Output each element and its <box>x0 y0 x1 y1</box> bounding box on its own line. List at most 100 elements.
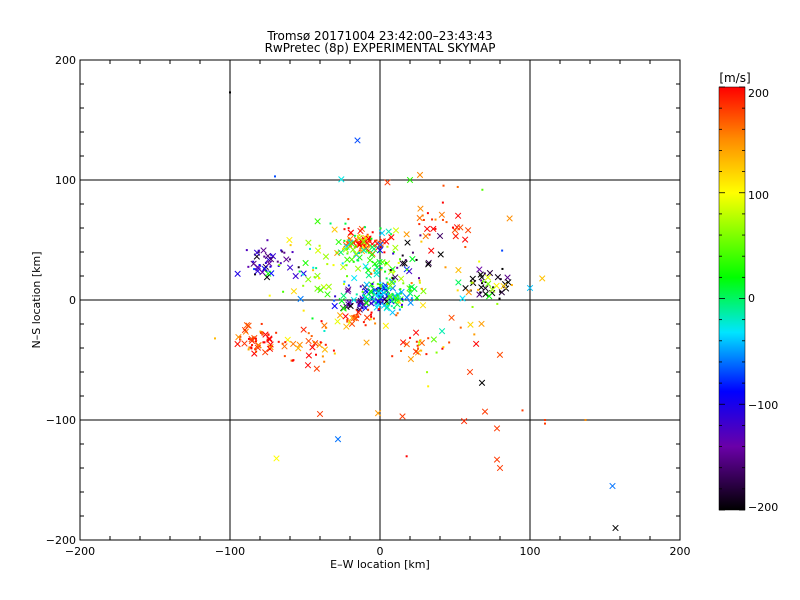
data-point-dot <box>417 277 420 280</box>
data-point-dot <box>379 296 382 299</box>
data-point-cross <box>356 234 363 242</box>
data-point-dot <box>420 287 423 290</box>
data-point-dot <box>260 322 263 325</box>
data-point-dot <box>319 341 322 344</box>
data-point-dot <box>315 353 318 356</box>
data-point-dot <box>425 353 428 356</box>
data-point-dot <box>415 258 418 261</box>
data-point-dot <box>427 385 430 388</box>
data-point-cross <box>267 256 275 263</box>
data-point-dot <box>396 312 399 315</box>
data-point-dot <box>398 258 401 261</box>
data-point-dot <box>377 309 380 312</box>
data-point-dot <box>405 455 408 458</box>
data-point-dot <box>362 321 365 324</box>
data-point-cross <box>366 257 374 264</box>
data-point-dot <box>278 263 281 266</box>
data-point-dot <box>380 268 383 271</box>
data-point-cross <box>448 314 455 321</box>
data-point-dot <box>281 250 284 253</box>
data-point-dot <box>370 315 373 318</box>
data-point-dot <box>280 249 283 252</box>
data-point-dot <box>371 231 374 234</box>
data-points <box>214 91 619 532</box>
data-point-cross <box>406 176 414 184</box>
data-point-cross <box>403 231 410 238</box>
data-point-dot <box>275 331 278 334</box>
data-point-dot <box>239 335 242 338</box>
data-point-dot <box>358 305 361 308</box>
data-point-dot <box>344 308 347 311</box>
data-point-cross <box>292 272 299 280</box>
data-point-dot <box>344 222 347 225</box>
data-point-dot <box>357 315 360 318</box>
data-point-dot <box>391 355 394 358</box>
data-point-dot <box>315 267 318 270</box>
data-point-dot <box>387 301 390 304</box>
data-point-dot <box>379 301 382 304</box>
data-point-dot <box>266 239 269 242</box>
data-point-cross <box>612 524 619 532</box>
data-point-dot <box>471 281 474 284</box>
data-point-dot <box>492 286 495 289</box>
data-point-dot <box>253 268 256 271</box>
data-point-dot <box>268 294 271 297</box>
data-point-dot <box>385 262 388 265</box>
data-point-dot <box>408 287 411 290</box>
data-point-cross <box>266 260 273 267</box>
data-point-dot <box>346 320 349 323</box>
data-point-dot <box>415 340 418 343</box>
x-tick-label: 100 <box>520 545 541 558</box>
data-point-dot <box>386 281 389 284</box>
data-point-dot <box>442 346 445 349</box>
data-point-dot <box>375 239 378 242</box>
data-point-dot <box>418 281 421 284</box>
data-point-cross <box>414 349 422 356</box>
data-point-cross <box>484 274 492 281</box>
data-point-dot <box>324 326 327 329</box>
data-point-cross <box>300 326 307 333</box>
data-point-dot <box>389 269 392 272</box>
data-point-cross <box>379 258 386 266</box>
data-point-cross <box>342 313 349 320</box>
data-point-cross <box>380 302 388 309</box>
data-point-cross <box>430 336 438 343</box>
data-point-dot <box>346 275 349 278</box>
data-point-cross <box>263 274 271 281</box>
data-point-dot <box>394 280 397 283</box>
data-point-cross <box>234 270 241 277</box>
data-point-cross <box>368 251 376 259</box>
data-point-cross <box>305 337 312 345</box>
data-point-cross <box>376 258 383 266</box>
axis-ticks <box>79 59 681 541</box>
data-point-dot <box>391 277 394 280</box>
data-point-cross <box>357 227 364 235</box>
data-point-dot <box>401 298 404 301</box>
data-point-cross <box>398 288 405 296</box>
data-point-dot <box>258 264 261 267</box>
data-point-cross <box>455 279 462 286</box>
data-point-cross <box>348 240 355 247</box>
data-point-dot <box>347 227 350 230</box>
data-point-dot <box>262 341 265 344</box>
data-point-cross <box>340 292 347 299</box>
data-point-cross <box>269 253 277 260</box>
data-point-dot <box>385 293 388 296</box>
data-point-cross <box>337 249 344 256</box>
data-point-cross <box>417 205 424 212</box>
data-point-cross <box>283 256 290 263</box>
data-point-cross <box>267 341 274 348</box>
data-point-dot <box>370 237 373 240</box>
data-point-cross <box>505 279 512 286</box>
data-point-cross <box>342 246 349 253</box>
data-point-dot <box>254 273 257 276</box>
data-point-dot <box>302 284 305 287</box>
data-point-cross <box>361 294 369 301</box>
data-point-cross <box>314 218 321 225</box>
data-point-dot <box>375 289 378 292</box>
data-point-cross <box>347 229 355 236</box>
data-point-dot <box>393 306 396 309</box>
x-tick-label: −100 <box>215 545 245 558</box>
data-point-dot <box>259 330 262 333</box>
data-point-cross <box>412 329 420 336</box>
